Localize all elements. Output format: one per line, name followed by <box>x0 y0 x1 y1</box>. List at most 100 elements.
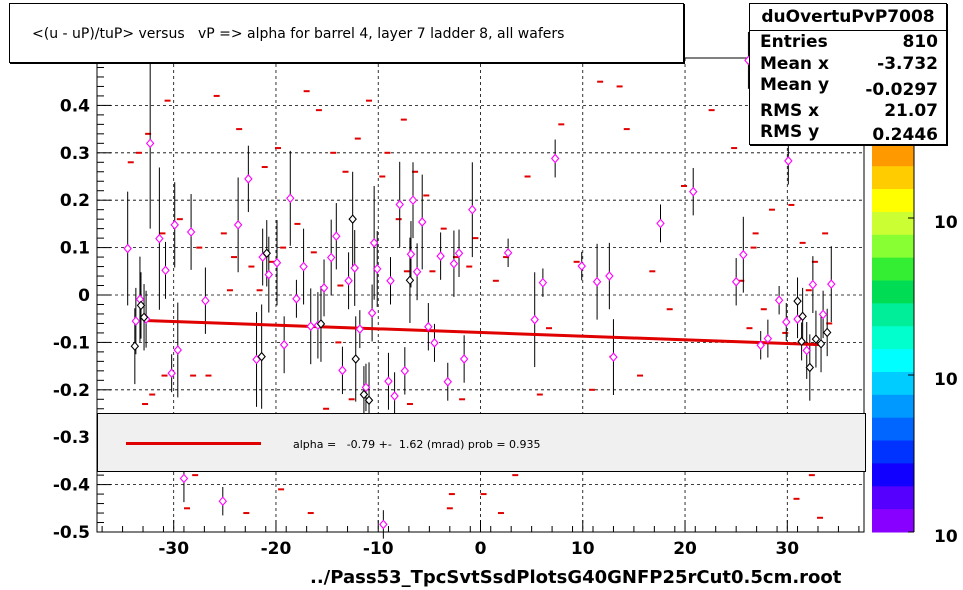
palette-color-band <box>872 189 914 213</box>
data-point-black <box>797 336 806 347</box>
y-tick-label: -0.3 <box>53 428 90 448</box>
fit-line-layer <box>148 319 824 347</box>
data-point-magenta <box>306 321 315 332</box>
palette-tick-label: 10 <box>934 370 958 390</box>
data-point-magenta <box>145 138 155 149</box>
data-point-black <box>405 275 415 286</box>
data-point-magenta <box>443 376 453 387</box>
data-point-magenta <box>530 314 539 325</box>
x-tick-label: -10 <box>363 539 394 559</box>
data-point-magenta <box>272 257 282 268</box>
data-point-magenta <box>332 231 341 242</box>
data-point-black <box>811 334 821 344</box>
palette-color-band <box>872 280 914 304</box>
data-point-magenta <box>454 248 464 259</box>
data-point-black <box>793 296 802 306</box>
fit-legend-text: alpha = -0.79 +- 1.62 (mrad) prob = 0.93… <box>293 438 541 451</box>
stats-key: Entries <box>760 32 828 52</box>
palette-color-band <box>872 440 914 464</box>
fit-legend-line-swatch <box>126 442 261 445</box>
x-tick-label: -20 <box>261 539 292 559</box>
data-point-magenta <box>395 199 404 210</box>
data-point-magenta <box>424 321 433 332</box>
fit-line <box>148 319 824 347</box>
data-point-magenta <box>279 339 289 350</box>
data-point-black <box>805 362 815 373</box>
data-point-magenta <box>656 218 665 229</box>
markers-layer <box>123 55 836 530</box>
data-point-magenta <box>538 277 548 288</box>
data-point-magenta <box>827 279 836 289</box>
data-point-magenta <box>361 382 371 393</box>
palette-color-band <box>872 303 914 327</box>
data-point-magenta <box>756 340 765 351</box>
data-point-magenta <box>244 174 253 184</box>
data-point-magenta <box>173 345 183 355</box>
data-point-magenta <box>167 368 176 379</box>
data-point-magenta <box>731 276 741 287</box>
color-palette: 10 10 10 <box>872 143 958 547</box>
palette-color-band <box>872 211 914 236</box>
data-point-magenta <box>412 266 422 277</box>
stats-value: -0.0297 <box>865 80 938 100</box>
data-point-magenta <box>818 309 828 320</box>
data-point-magenta <box>739 249 748 260</box>
data-point-black <box>262 248 271 259</box>
data-point-magenta <box>286 193 295 204</box>
fit-legend-box: alpha = -0.79 +- 1.62 (mrad) prob = 0.93… <box>97 413 866 472</box>
data-point-magenta <box>468 204 477 215</box>
x-tick-label: 0 <box>475 539 487 559</box>
axis-ticks: -30 -20 -10 0 10 20 30 -0.5 -0.4 -0.3 -0.2 -0.1 0 0.1… <box>53 66 860 559</box>
data-point-magenta <box>577 261 586 271</box>
palette-color-band <box>872 349 914 373</box>
y-tick-label: 0.2 <box>60 191 90 211</box>
data-point-magenta <box>503 247 513 258</box>
data-point-black <box>139 312 149 323</box>
data-point-magenta <box>161 265 170 276</box>
stats-value: -3.732 <box>877 54 938 74</box>
palette-color-band <box>872 257 914 282</box>
data-point-magenta <box>390 391 399 401</box>
stats-separator <box>750 30 946 31</box>
stats-key: RMS y <box>760 122 820 142</box>
palette-tick-label: 10 <box>934 527 958 547</box>
data-point-magenta <box>179 473 189 484</box>
data-point-magenta <box>233 220 243 230</box>
title-box: <(u - uP)/tuP> versus vP => alpha for ba… <box>9 3 684 63</box>
data-point-black <box>351 354 360 364</box>
palette-color-band <box>872 417 914 442</box>
data-point-magenta <box>355 324 365 334</box>
data-point-magenta <box>808 279 818 290</box>
y-tick-label: 0.3 <box>60 144 90 164</box>
data-point-magenta <box>372 264 382 274</box>
data-point-black <box>816 338 826 349</box>
data-point-black <box>316 319 326 329</box>
y-tick-label: 0 <box>78 286 90 306</box>
data-point-black <box>257 351 266 362</box>
palette-color-band <box>872 486 914 510</box>
y-tick-label: -0.1 <box>53 333 90 353</box>
stats-histogram-name: duOvertuPvP7008 <box>761 7 935 27</box>
data-point-black <box>364 395 374 406</box>
data-point-magenta <box>292 293 301 304</box>
data-point-magenta <box>782 317 791 327</box>
palette-tick-label: 10 <box>934 213 958 233</box>
palette-color-band <box>872 234 914 259</box>
stats-key: Mean x <box>760 54 829 74</box>
data-point-black <box>136 300 146 311</box>
stats-key: Mean y <box>760 75 830 95</box>
data-point-magenta <box>406 249 416 260</box>
data-point-magenta <box>319 283 329 293</box>
data-point-magenta <box>609 352 618 362</box>
palette-color-band <box>872 371 914 396</box>
data-point-magenta <box>379 519 388 530</box>
palette-color-band <box>872 509 914 533</box>
y-tick-label: 0.4 <box>60 96 90 116</box>
data-point-magenta <box>400 366 410 376</box>
palette-color-band <box>872 166 914 190</box>
data-point-black <box>348 214 357 224</box>
data-point-black <box>130 341 140 352</box>
stats-value: 0.2446 <box>872 125 938 145</box>
data-point-magenta <box>170 220 179 230</box>
